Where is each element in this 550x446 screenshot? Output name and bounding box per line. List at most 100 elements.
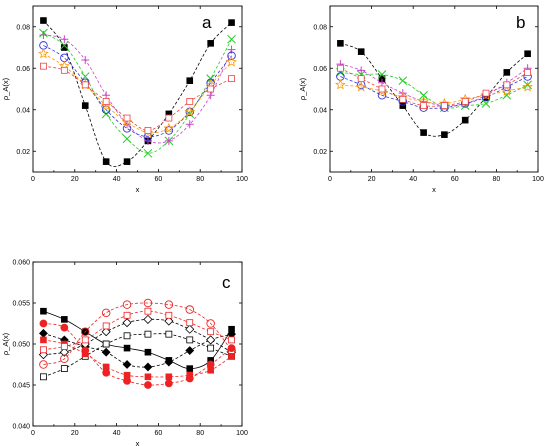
y-axis-label: ρ_A(x) xyxy=(1,332,10,355)
x-tick-label: 80 xyxy=(196,430,204,437)
x-axis-label: x xyxy=(136,439,140,446)
data-point xyxy=(522,81,533,92)
data-point xyxy=(186,336,194,344)
x-tick-label: 100 xyxy=(236,176,248,183)
data-point xyxy=(164,300,174,309)
data-point xyxy=(227,34,236,44)
data-point xyxy=(123,158,131,165)
y-tick-label: 0.060 xyxy=(12,260,30,267)
y-tick-label: 0.06 xyxy=(313,66,327,73)
series-1 xyxy=(39,28,236,158)
data-point xyxy=(60,35,69,44)
x-tick-label: 40 xyxy=(409,176,417,183)
panel-label: a xyxy=(202,13,212,32)
x-tick-label: 80 xyxy=(196,176,204,183)
data-point xyxy=(122,134,132,144)
series-line xyxy=(43,53,232,134)
data-point xyxy=(337,40,344,47)
data-point xyxy=(143,362,153,372)
data-point xyxy=(123,114,131,122)
series-6 xyxy=(40,336,235,381)
panel-label: b xyxy=(516,13,525,32)
data-point xyxy=(186,319,194,327)
data-point xyxy=(60,323,69,332)
data-point xyxy=(60,354,69,364)
data-point xyxy=(357,48,365,55)
y-tick-label: 0.040 xyxy=(12,424,30,431)
data-point xyxy=(123,371,131,379)
x-tick-label: 0 xyxy=(31,430,35,437)
y-tick-label: 0.04 xyxy=(313,107,327,114)
data-point xyxy=(81,81,89,89)
data-point xyxy=(123,311,131,319)
series-5 xyxy=(336,64,531,109)
data-point xyxy=(101,308,111,318)
data-point xyxy=(123,344,131,352)
series-4 xyxy=(39,319,236,389)
y-tick-label: 0.04 xyxy=(16,107,30,114)
data-point xyxy=(185,346,195,355)
data-point xyxy=(122,318,132,328)
x-tick-label: 100 xyxy=(236,430,248,437)
y-tick-label: 0.08 xyxy=(313,24,327,31)
data-point xyxy=(207,366,214,374)
data-point xyxy=(336,64,344,72)
data-point xyxy=(81,55,90,64)
series-0 xyxy=(337,40,531,138)
data-point xyxy=(163,122,175,133)
data-point xyxy=(102,322,110,330)
data-point xyxy=(144,330,152,338)
data-point xyxy=(164,126,174,135)
data-point xyxy=(122,300,132,309)
data-point xyxy=(357,75,365,83)
data-point xyxy=(186,98,194,105)
data-point xyxy=(39,319,48,328)
series-3 xyxy=(336,72,532,112)
data-point xyxy=(228,19,235,26)
data-point xyxy=(378,78,386,87)
data-point xyxy=(102,91,111,100)
y-tick-label: 0.055 xyxy=(12,301,30,308)
data-point xyxy=(226,56,237,67)
data-point xyxy=(61,316,68,323)
data-point xyxy=(101,327,111,337)
data-point xyxy=(101,347,111,357)
data-point xyxy=(102,158,110,165)
data-point xyxy=(228,336,235,344)
series-5 xyxy=(40,62,235,134)
series-line xyxy=(43,45,232,138)
data-point xyxy=(38,48,49,59)
y-tick-label: 0.08 xyxy=(16,24,30,31)
data-point xyxy=(80,327,90,336)
series-line xyxy=(43,318,232,356)
x-axis-label: x xyxy=(136,185,140,194)
y-axis-label: ρ_A(x) xyxy=(1,77,10,100)
data-point xyxy=(40,307,47,315)
data-point xyxy=(144,381,152,389)
data-point xyxy=(399,95,407,103)
series-4 xyxy=(335,79,533,109)
data-point xyxy=(355,81,367,92)
data-point xyxy=(207,328,215,336)
data-point xyxy=(164,316,174,326)
x-axis-label: x xyxy=(432,185,436,194)
data-point xyxy=(501,85,513,96)
data-point xyxy=(40,373,47,381)
series-5 xyxy=(39,298,236,369)
data-point xyxy=(60,66,68,74)
x-tick-label: 20 xyxy=(71,176,79,183)
series-line xyxy=(340,63,528,107)
data-point xyxy=(207,85,215,93)
data-point xyxy=(227,344,236,352)
data-point xyxy=(165,311,173,319)
x-tick-label: 60 xyxy=(451,176,459,183)
data-point xyxy=(60,365,68,373)
series-line xyxy=(43,332,232,368)
x-tick-label: 20 xyxy=(368,176,376,183)
data-point xyxy=(461,116,469,124)
x-tick-label: 80 xyxy=(493,176,501,183)
data-point xyxy=(40,346,47,354)
series-line xyxy=(43,20,232,168)
data-point xyxy=(357,66,366,75)
chart-panel-b: 0 20 40 60 80 100 0.02 0.04 0.06 0.08 x ρ_A(x) b xyxy=(298,5,544,194)
